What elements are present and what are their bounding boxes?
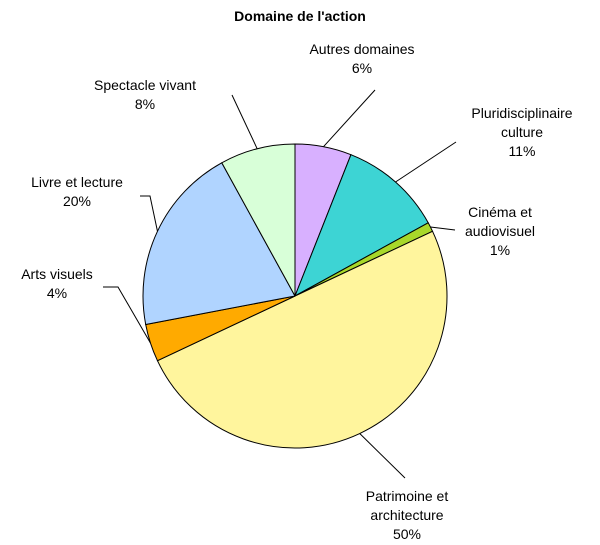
value-label: 20% <box>62 193 92 209</box>
slice-label: Autres domaines 6% <box>282 40 442 78</box>
leader-line <box>395 141 457 183</box>
leader-line <box>231 94 258 149</box>
leader-line <box>140 195 158 232</box>
value-label: 8% <box>134 96 156 112</box>
leader-line <box>323 89 376 148</box>
value-label: 50% <box>392 526 422 542</box>
leader-line <box>103 286 151 344</box>
category-label: Autres domaines <box>309 41 415 57</box>
category-label: Spectacle vivant <box>94 77 196 93</box>
slice-label: Cinéma et audiovisuel 1% <box>453 203 548 260</box>
category-label: Arts visuels <box>21 266 93 282</box>
category-label: Cinéma et audiovisuel <box>464 204 536 239</box>
pie-slice <box>156 230 448 449</box>
pie-slice <box>142 162 296 326</box>
pie-slice <box>294 154 429 298</box>
slice-label: Patrimoine et architecture 50% <box>350 487 465 544</box>
slice-label: Livre et lecture 20% <box>12 173 142 211</box>
category-label: Livre et lecture <box>31 174 123 190</box>
category-label: Patrimoine et architecture <box>365 488 449 523</box>
value-label: 4% <box>46 285 68 301</box>
leader-line <box>359 433 406 479</box>
chart-title: Domaine de l'action <box>234 8 366 24</box>
category-label: Pluridisciplinaire culture <box>471 105 573 140</box>
leader-line <box>430 226 456 231</box>
slice-label: Spectacle vivant 8% <box>75 76 215 114</box>
slice-label: Pluridisciplinaire culture 11% <box>460 104 585 161</box>
value-label: 11% <box>508 143 536 159</box>
value-label: 1% <box>489 242 511 258</box>
value-label: 6% <box>351 60 373 76</box>
slice-label: Arts visuels 4% <box>2 265 112 303</box>
